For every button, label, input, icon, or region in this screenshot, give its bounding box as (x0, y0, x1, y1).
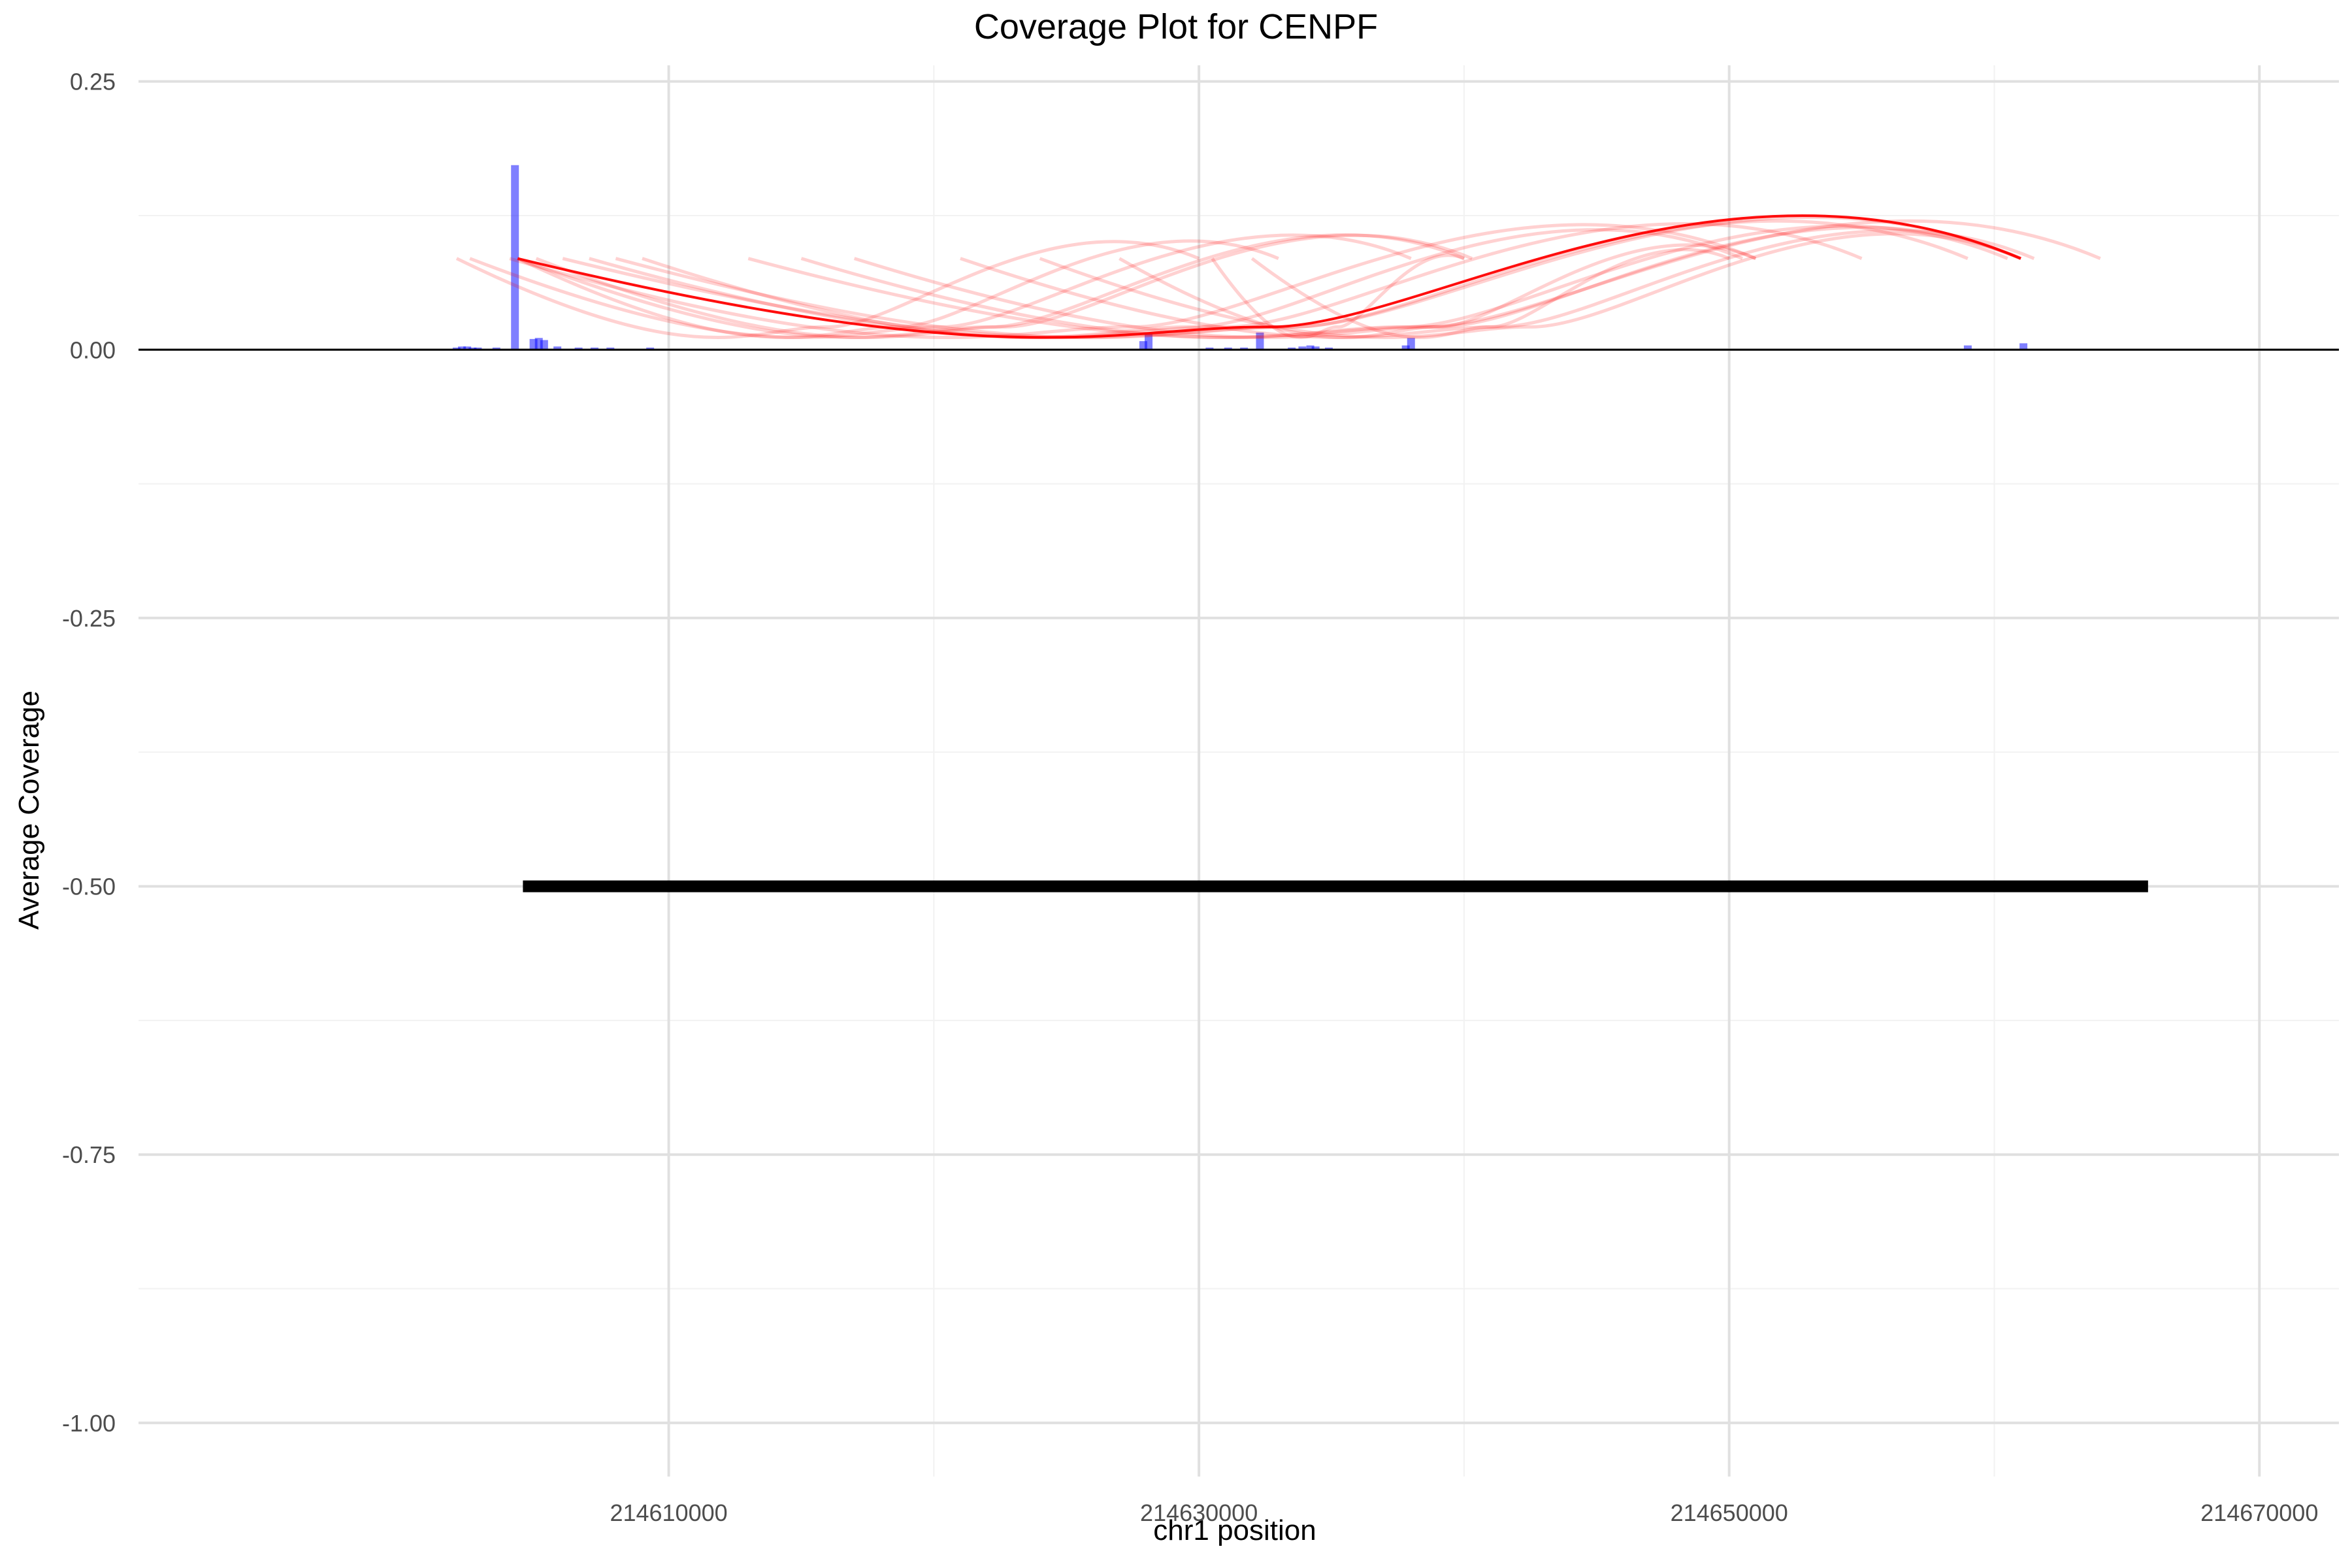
coverage-bar (590, 348, 598, 350)
junction-arc (747, 219, 2101, 339)
y-tick-label: -0.75 (62, 1141, 116, 1168)
coverage-bar (1288, 348, 1296, 350)
coverage-bars (452, 165, 2028, 350)
coverage-bar (474, 348, 482, 350)
coverage-bar (492, 348, 500, 350)
x-tick-label: 214670000 (2200, 1499, 2318, 1526)
junction-arc (1039, 232, 2022, 339)
x-tick-label: 214650000 (1671, 1499, 1788, 1526)
junction-arc (800, 224, 2008, 339)
coverage-bar (1311, 346, 1320, 350)
coverage-bar (1963, 345, 1972, 350)
coverage-bar (1407, 338, 1415, 350)
grid-lines (139, 65, 2339, 1477)
junction-arc (535, 233, 1473, 339)
coverage-bar (1306, 345, 1315, 350)
coverage-bar (646, 348, 655, 350)
y-tick-label: 0.25 (70, 69, 116, 95)
coverage-bar (452, 348, 461, 350)
coverage-bar (1298, 346, 1307, 350)
coverage-bar (2019, 343, 2028, 350)
coverage-bar (540, 340, 548, 350)
coverage-bar (574, 348, 583, 350)
coverage-bar (458, 346, 466, 350)
junction-arc (1211, 253, 1465, 339)
coverage-bar (553, 346, 562, 350)
coverage-bar (1256, 333, 1264, 350)
y-tick-label: -0.25 (62, 605, 116, 632)
coverage-bar (1324, 348, 1333, 350)
coverage-bar (468, 348, 477, 350)
coverage-bar (606, 348, 615, 350)
coverage-bar (1224, 348, 1232, 350)
junction-arc (517, 239, 1279, 339)
coverage-bar (1240, 348, 1249, 350)
coverage-bar (1145, 333, 1153, 350)
chart-title: Coverage Plot for CENPF (973, 7, 1379, 46)
junction-arc (1250, 248, 1730, 339)
coverage-bar (1401, 345, 1410, 350)
coverage-bar (511, 165, 519, 350)
junction-arc (960, 229, 2035, 339)
junction-arc (517, 233, 1465, 339)
y-tick-label: -0.50 (62, 874, 116, 900)
x-tick-label: 214630000 (1140, 1499, 1258, 1526)
junction-arcs (455, 214, 2101, 339)
y-tick-label: -1.00 (62, 1410, 116, 1437)
y-tick-label: 0.00 (70, 336, 116, 363)
junction-arc (469, 233, 1412, 339)
x-axis-label: chr1 position (1153, 1514, 1316, 1546)
junction-arc (509, 223, 1757, 339)
junction-arc (853, 225, 2022, 339)
x-tick-label: 214610000 (610, 1499, 727, 1526)
junction-arc-highlight (517, 214, 2021, 339)
junction-arc (1119, 243, 1757, 339)
axis-ticks: 214610000 214630000 214650000 214670000 0.25… (62, 69, 2318, 1526)
junction-arc (455, 240, 1200, 339)
coverage-bar (463, 346, 472, 350)
junction-arc (642, 228, 1743, 339)
coverage-bar (1205, 348, 1214, 350)
